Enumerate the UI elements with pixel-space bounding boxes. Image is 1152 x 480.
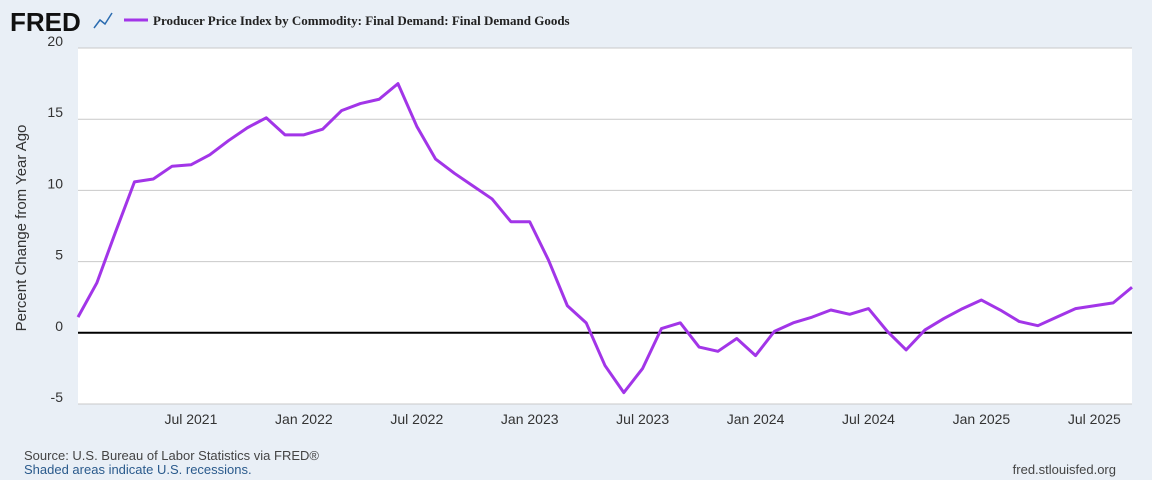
x-tick-label: Jul 2023: [616, 411, 669, 427]
x-tick-label: Jan 2022: [275, 411, 333, 427]
source: Source: U.S. Bureau of Labor Statistics …: [24, 448, 319, 463]
legend-label: Producer Price Index by Commodity: Final…: [153, 13, 570, 28]
y-tick-label: 0: [55, 318, 63, 334]
y-tick-label: 15: [47, 104, 63, 120]
logo: FRED: [10, 7, 81, 37]
x-tick-label: Jul 2021: [164, 411, 217, 427]
series-line: [76, 82, 1133, 395]
logo-icon: [93, 12, 113, 29]
y-tick-label: -5: [51, 389, 64, 405]
plot-area: [78, 48, 1132, 404]
y-axis-label: Percent Change from Year Ago: [13, 125, 30, 332]
y-tick-label: 5: [55, 247, 63, 263]
x-tick-label: Jan 2023: [501, 411, 559, 427]
note: Shaded areas indicate U.S. recessions.: [24, 462, 252, 477]
x-tick-label: Jan 2024: [727, 411, 785, 427]
x-tick-label: Jul 2025: [1068, 411, 1121, 427]
y-tick-label: 10: [47, 175, 63, 191]
y-tick-label: 20: [47, 33, 63, 49]
x-tick-label: Jul 2022: [390, 411, 443, 427]
x-tick-label: Jul 2024: [842, 411, 895, 427]
x-tick-label: Jan 2025: [953, 411, 1011, 427]
url: fred.stlouisfed.org: [1013, 462, 1116, 477]
